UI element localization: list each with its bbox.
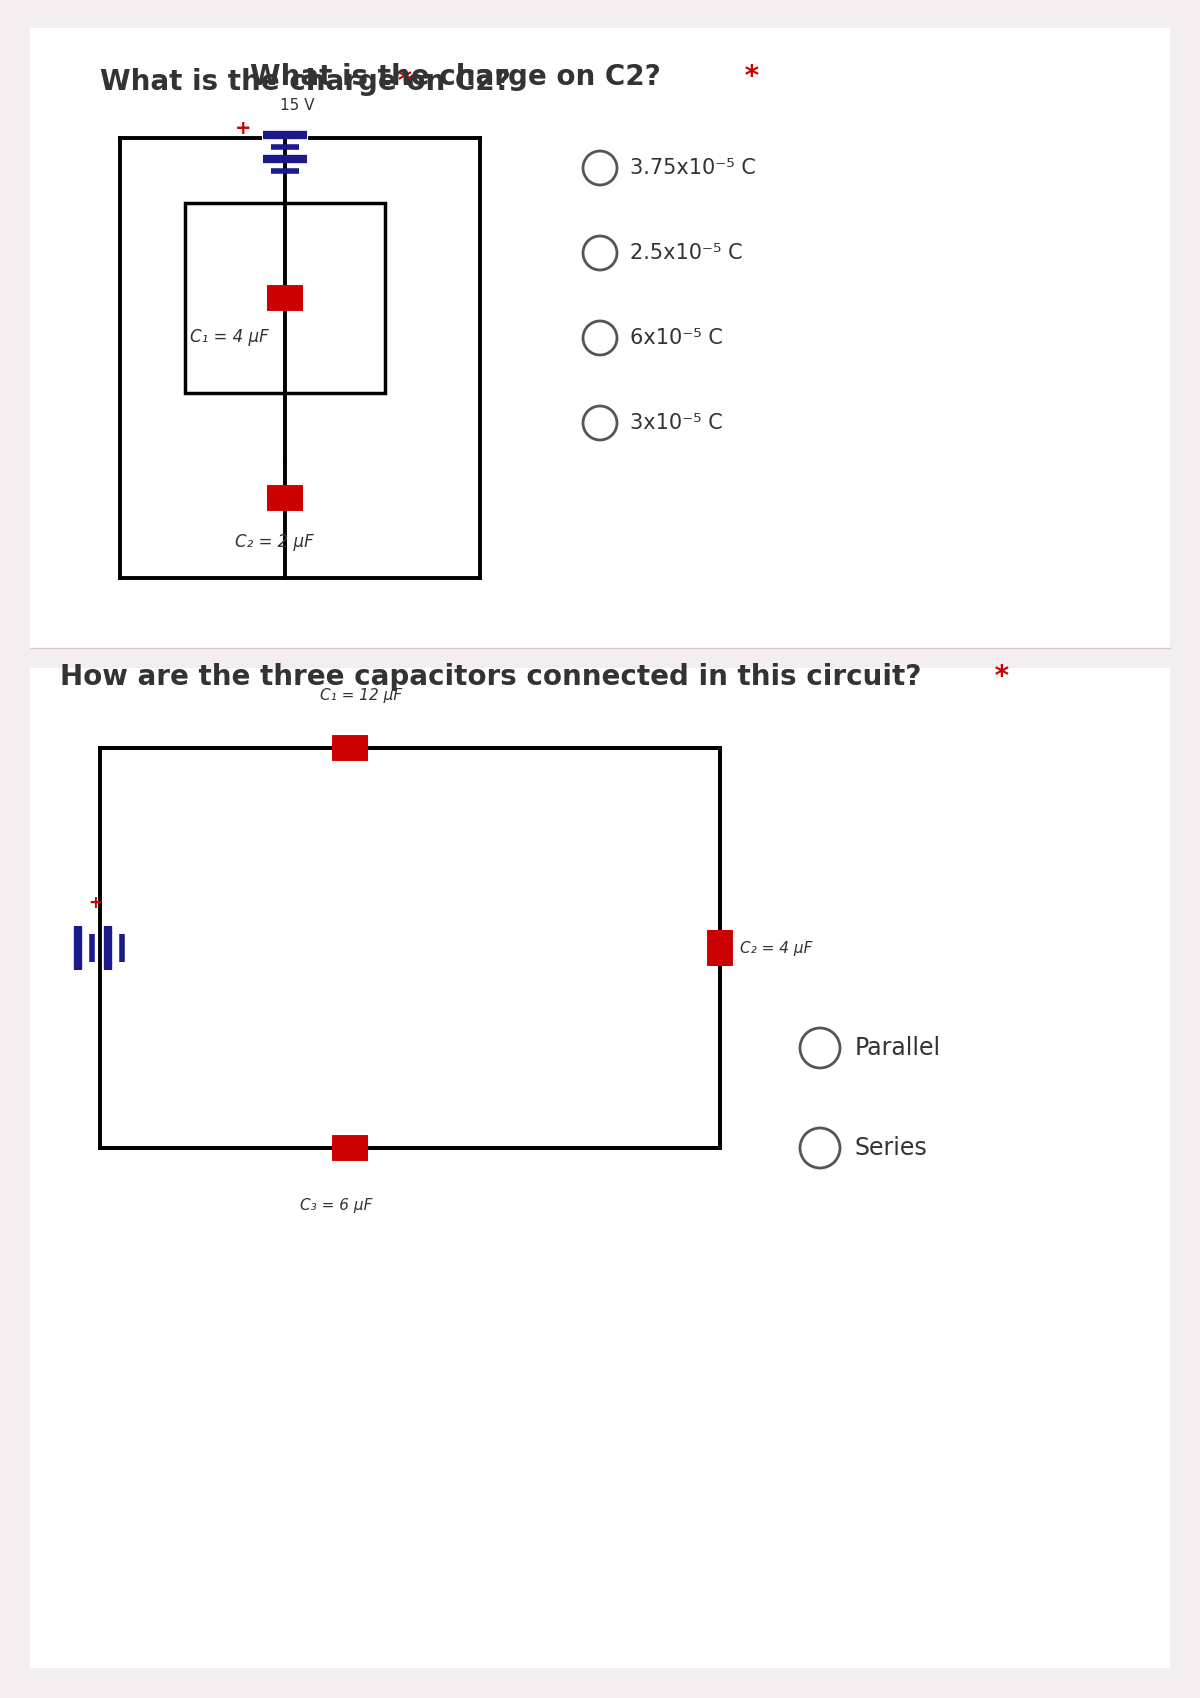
Text: *: * xyxy=(388,68,412,97)
Text: 6x10⁻⁵ C: 6x10⁻⁵ C xyxy=(630,328,722,348)
Text: *: * xyxy=(734,63,760,92)
Text: 3.75x10⁻⁵ C: 3.75x10⁻⁵ C xyxy=(630,158,756,178)
Bar xyxy=(185,204,385,392)
Text: *: * xyxy=(985,662,1009,691)
Text: C₃ = 6 μF: C₃ = 6 μF xyxy=(300,1199,372,1212)
Text: 2.5x10⁻⁵ C: 2.5x10⁻⁵ C xyxy=(630,243,743,263)
Text: 15 V: 15 V xyxy=(280,98,314,114)
Text: How are the three capacitors connected in this circuit?: How are the three capacitors connected i… xyxy=(60,662,922,691)
Text: C₁ = 4 μF: C₁ = 4 μF xyxy=(190,328,269,346)
Text: What is the charge on C2?: What is the charge on C2? xyxy=(250,63,661,92)
Text: C₁ = 12 μF: C₁ = 12 μF xyxy=(320,688,402,703)
Text: C₂ = 2 μF: C₂ = 2 μF xyxy=(235,533,313,550)
Text: 3x10⁻⁵ C: 3x10⁻⁵ C xyxy=(630,413,722,433)
Text: +: + xyxy=(235,119,251,138)
Text: +: + xyxy=(88,895,102,912)
Text: Series: Series xyxy=(854,1136,928,1160)
Text: C₂ = 4 μF: C₂ = 4 μF xyxy=(740,941,812,956)
Bar xyxy=(30,667,1170,1667)
Text: What is the charge on C2?: What is the charge on C2? xyxy=(100,68,511,97)
Text: Parallel: Parallel xyxy=(854,1036,941,1060)
Bar xyxy=(30,27,1170,649)
